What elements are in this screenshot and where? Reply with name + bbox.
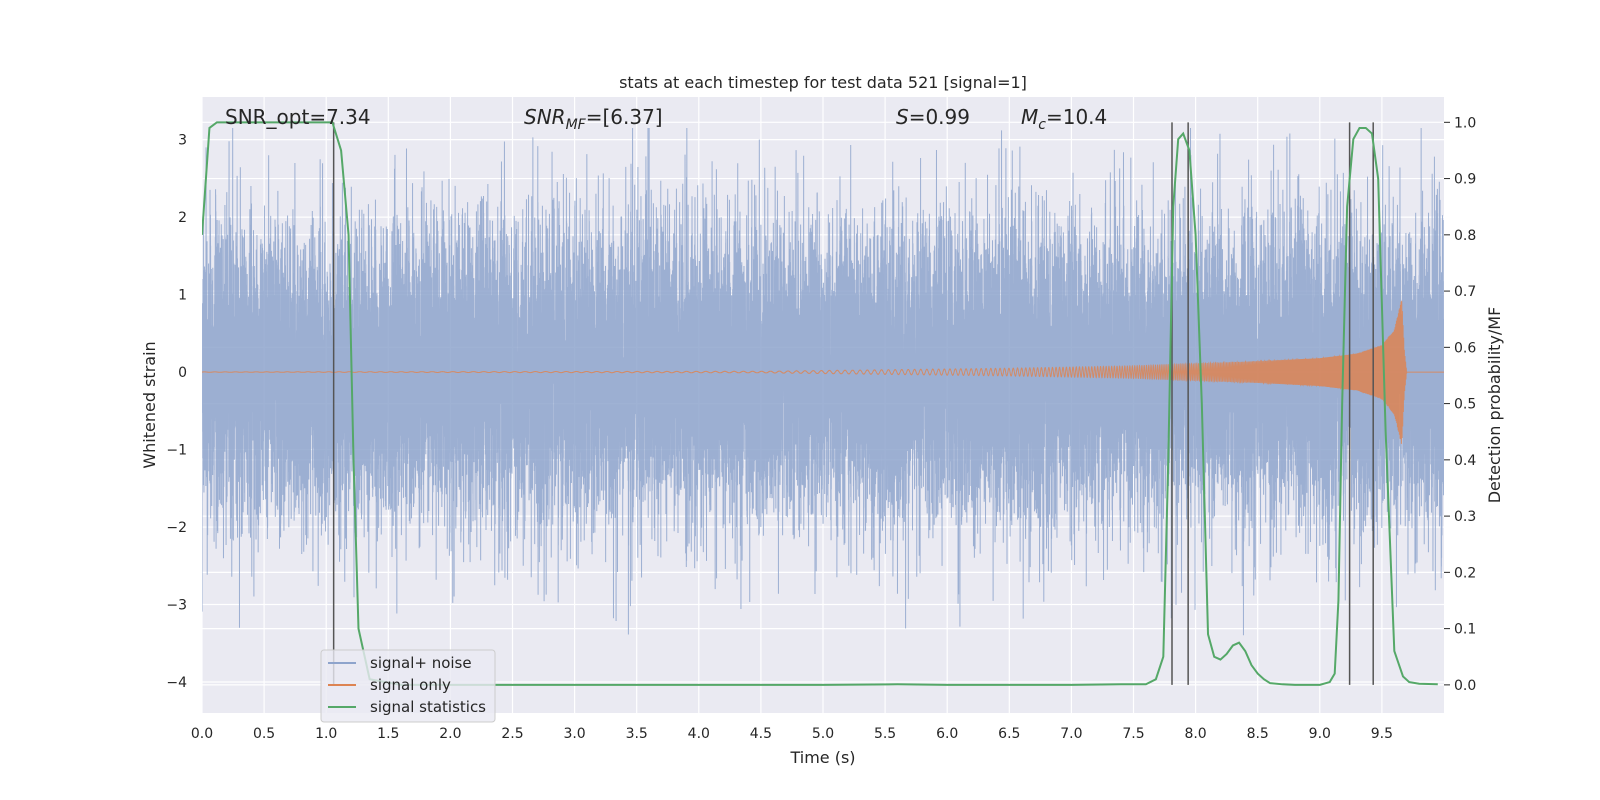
y-left-tick-label: −4: [166, 675, 187, 691]
x-tick-label: 0.5: [253, 726, 275, 742]
x-tick-label: 6.5: [998, 726, 1020, 742]
y-left-tick-label: 3: [178, 133, 187, 149]
annotation-mc-value: =10.4: [1046, 105, 1107, 129]
x-tick-label: 4.0: [688, 726, 710, 742]
vertical-markers: [332, 122, 1374, 685]
y-right-tick-label: 0.5: [1454, 397, 1476, 413]
chart-title: stats at each timestep for test data 521…: [619, 73, 1027, 92]
y-right-tick-label: 0.8: [1454, 228, 1476, 244]
series-signal-statistics: [202, 121, 1438, 686]
y-right-tick-label: 1.0: [1454, 115, 1476, 131]
x-tick-label: 9.5: [1371, 726, 1393, 742]
x-tick-label: 6.0: [936, 726, 958, 742]
legend: signal+ noise signal only signal statist…: [320, 649, 496, 723]
legend-label-signal-statistics: signal statistics: [370, 698, 486, 716]
x-tick-label: 1.5: [377, 726, 399, 742]
y-axis-right-ticks: 1.0 0.9 0.8 0.7 0.6 0.5 0.4 0.3 0.2 0.1 0.0: [1444, 115, 1476, 694]
x-tick-label: 9.0: [1309, 726, 1331, 742]
legend-label-signal-only: signal only: [370, 676, 451, 694]
legend-box: [320, 649, 496, 723]
x-tick-label: 5.5: [874, 726, 896, 742]
y-right-tick-label: 0.9: [1454, 172, 1476, 188]
y-right-tick-label: 0.2: [1454, 565, 1476, 581]
series-signal-plus-noise: [202, 127, 1444, 636]
annotation-mc: Mc=10.4: [1021, 105, 1107, 133]
annotation-snr-opt: SNR_opt=7.34: [225, 105, 371, 129]
y-right-tick-label: 0.7: [1454, 284, 1476, 300]
y-left-tick-label: 1: [178, 288, 187, 304]
annotation-mc-label: M: [1021, 105, 1038, 129]
y-right-tick-label: 0.4: [1454, 453, 1476, 469]
x-tick-label: 5.0: [812, 726, 834, 742]
annotation-snr-mf-sub: MF: [566, 117, 587, 133]
y-left-tick-label: 0: [178, 365, 187, 381]
x-tick-label: 7.5: [1122, 726, 1144, 742]
x-tick-label: 2.0: [439, 726, 461, 742]
x-tick-label: 4.5: [750, 726, 772, 742]
annotation-mc-sub: c: [1038, 117, 1046, 133]
annotation-snr-mf-value: =[6.37]: [586, 105, 663, 129]
annotation-s-label: S: [896, 105, 909, 129]
annotation-s: S=0.99: [896, 105, 970, 129]
y-axis-left-label: Whitened strain: [140, 341, 159, 468]
y-right-tick-label: 0.1: [1454, 622, 1476, 638]
y-right-tick-label: 0.0: [1454, 678, 1476, 694]
y-left-tick-label: 2: [178, 210, 187, 226]
y-axis-left-ticks: 3 2 1 0 −1 −2 −3 −4: [166, 133, 187, 691]
x-tick-label: 2.5: [501, 726, 523, 742]
legend-label-signal-plus-noise: signal+ noise: [370, 654, 472, 672]
x-tick-label: 3.5: [626, 726, 648, 742]
y-right-tick-label: 0.6: [1454, 340, 1476, 356]
annotation-s-value: =0.99: [909, 105, 970, 129]
y-left-tick-label: −1: [166, 443, 187, 459]
x-tick-label: 1.0: [315, 726, 337, 742]
plot-area: [202, 121, 1444, 686]
series-signal-only: [202, 300, 1444, 444]
y-axis-right-label: Detection probability/MF: [1485, 307, 1504, 504]
annotation-snr-mf-label: SNR: [524, 105, 566, 129]
x-tick-label: 8.0: [1184, 726, 1206, 742]
x-tick-label: 7.0: [1060, 726, 1082, 742]
y-left-tick-label: −3: [166, 598, 187, 614]
x-axis-label: Time (s): [789, 748, 855, 767]
x-tick-label: 0.0: [191, 726, 213, 742]
y-left-tick-label: −2: [166, 520, 187, 536]
x-axis-ticks: 0.0 0.5 1.0 1.5 2.0 2.5 3.0 3.5 4.0 4.5 5.0 5.5 6.0 6…: [191, 726, 1393, 742]
annotation-snr-mf: SNRMF=[6.37]: [524, 105, 663, 133]
y-right-tick-label: 0.3: [1454, 509, 1476, 525]
x-tick-label: 3.0: [563, 726, 585, 742]
x-tick-label: 8.5: [1247, 726, 1269, 742]
